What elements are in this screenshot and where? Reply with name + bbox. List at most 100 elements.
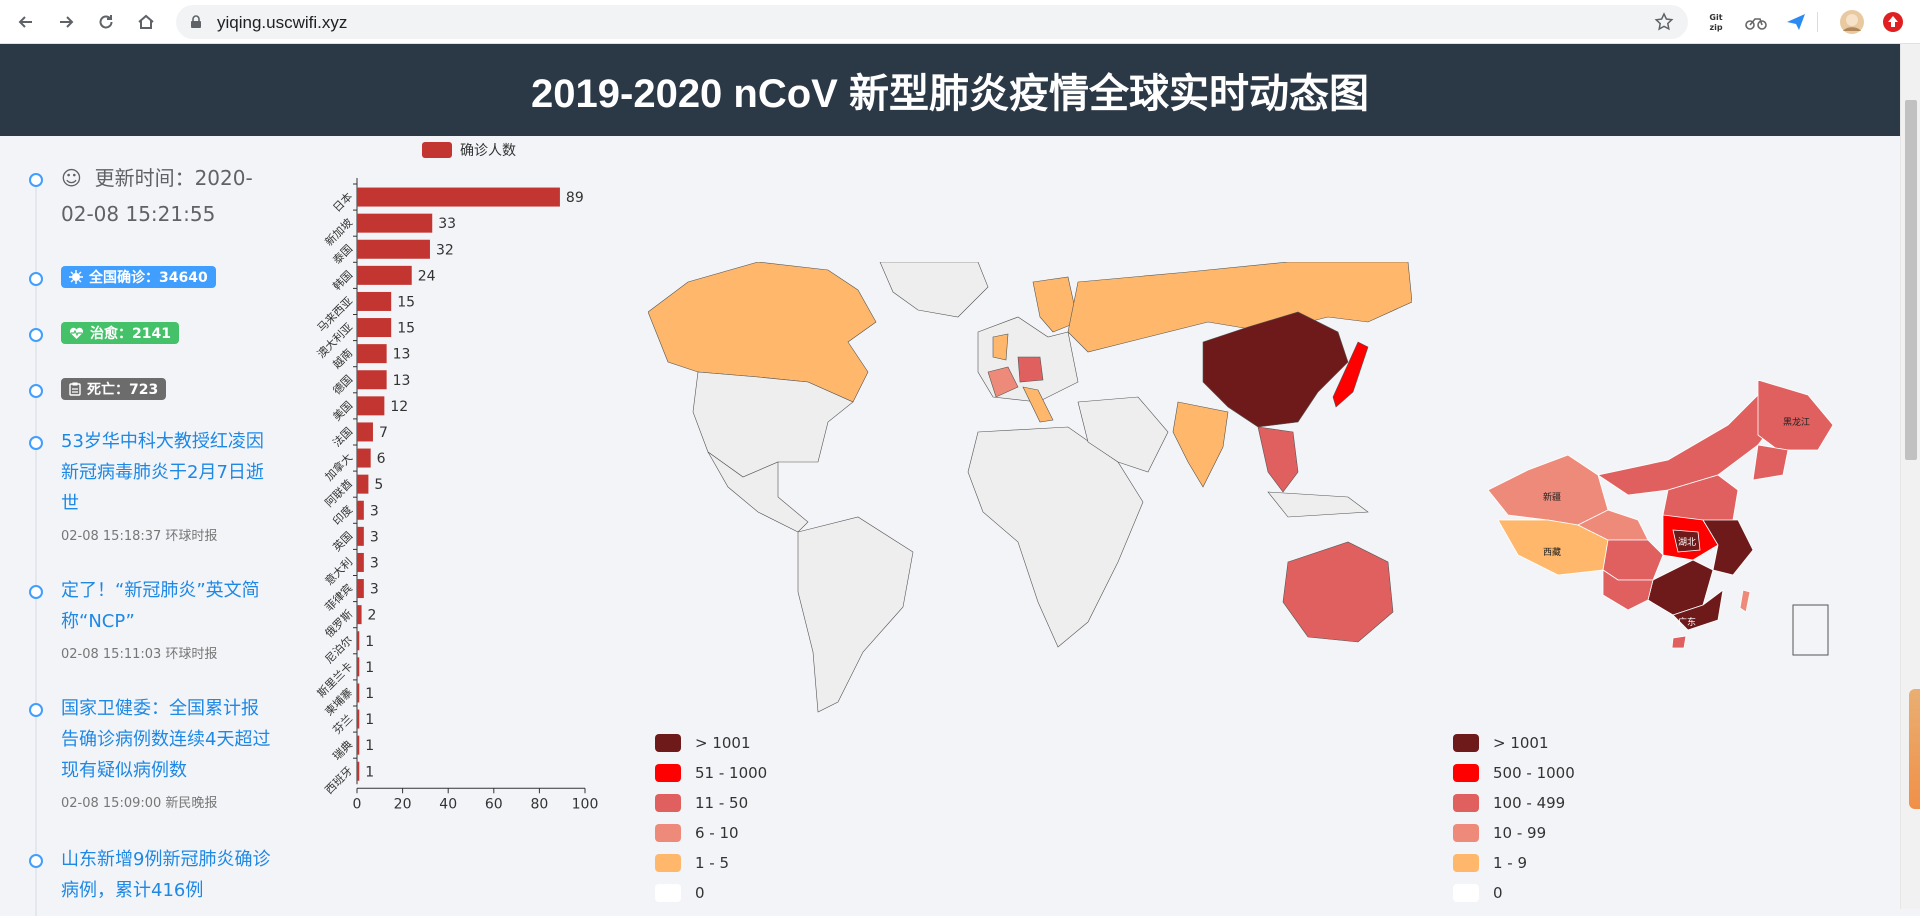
cured-badge: 治愈：2141: [61, 322, 179, 344]
legend-item[interactable]: 100 - 499: [1453, 788, 1575, 818]
map-region-south-america: [797, 516, 914, 713]
news-link[interactable]: 国家卫健委：全国累计报告确诊病例数连续4天超过现有疑似病例数: [61, 698, 271, 781]
legend-item[interactable]: 11 - 50: [655, 788, 767, 818]
bar[interactable]: [357, 448, 371, 468]
svg-text:Git: Git: [1709, 13, 1722, 22]
bar-value-label: 5: [374, 477, 383, 493]
x-tick-label: 60: [485, 796, 503, 812]
cured-count: 治愈：2141: [90, 326, 171, 342]
category-label: 新加坡: [322, 215, 355, 248]
home-button[interactable]: [132, 8, 160, 36]
legend-swatch: [1453, 824, 1479, 842]
category-label: 意大利: [322, 555, 355, 588]
world-map[interactable]: [648, 262, 1412, 717]
bookmark-star-icon[interactable]: [1654, 12, 1674, 32]
news-link[interactable]: 定了！“新冠肺炎”英文简称“NCP”: [61, 580, 260, 632]
legend-item[interactable]: > 1001: [655, 728, 767, 758]
legend-item[interactable]: 6 - 10: [655, 818, 767, 848]
bar[interactable]: [357, 344, 387, 364]
bar[interactable]: [357, 709, 360, 729]
legend-label[interactable]: 确诊人数: [460, 143, 516, 159]
bar[interactable]: [357, 213, 433, 233]
news-link[interactable]: 53岁华中科大教授红凌因新冠病毒肺炎于2月7日逝世: [61, 431, 264, 514]
bar-value-label: 3: [370, 503, 379, 519]
bar[interactable]: [357, 526, 364, 546]
bar[interactable]: [357, 291, 392, 311]
x-tick-label: 20: [394, 796, 412, 812]
bar[interactable]: [357, 761, 360, 781]
bike-icon[interactable]: [1742, 8, 1770, 36]
china-region-guangdong: [1672, 589, 1724, 631]
back-button[interactable]: [12, 8, 40, 36]
category-label: 美国: [330, 399, 355, 424]
bar[interactable]: [357, 265, 412, 285]
china-map-legend: > 1001 500 - 1000 100 - 499 10 - 99 1 - 9 0: [1453, 728, 1575, 908]
x-tick-label: 100: [572, 796, 599, 812]
map-region-russia: [1067, 262, 1412, 353]
legend-item[interactable]: 1 - 9: [1453, 848, 1575, 878]
side-widget-tab[interactable]: [1909, 689, 1920, 809]
news-item: 53岁华中科大教授红凌因新冠病毒肺炎于2月7日逝世 02-08 15:18:37…: [61, 426, 276, 544]
update-time: ☺ 更新时间：2020-02-08 15:21:55: [61, 160, 261, 232]
legend-swatch[interactable]: [422, 142, 452, 158]
china-label-heilongjiang: 黑龙江: [1783, 416, 1810, 428]
bar[interactable]: [357, 579, 364, 599]
category-label: 英国: [330, 529, 355, 554]
legend-label: > 1001: [695, 734, 751, 752]
adblock-icon[interactable]: [1879, 8, 1907, 36]
bar[interactable]: [357, 396, 385, 416]
x-tick-label: 80: [530, 796, 548, 812]
map-region-germany: [1017, 356, 1044, 383]
bar[interactable]: [357, 474, 369, 494]
legend-label: 100 - 499: [1493, 794, 1566, 812]
news-item: 定了！“新冠肺炎”英文简称“NCP” 02-08 15:11:03 环球时报: [61, 575, 276, 662]
bar[interactable]: [357, 605, 362, 625]
bar[interactable]: [357, 422, 373, 442]
bar[interactable]: [357, 683, 360, 703]
news-link[interactable]: 山东新增9例新冠肺炎确诊病例，累计416例: [61, 849, 271, 901]
legend-item[interactable]: 0: [655, 878, 767, 908]
legend-item[interactable]: > 1001: [1453, 728, 1575, 758]
legend-item[interactable]: 500 - 1000: [1453, 758, 1575, 788]
gitzip-icon[interactable]: Git zip: [1702, 8, 1730, 36]
china-label-xizang: 西藏: [1543, 546, 1561, 558]
legend-item[interactable]: 0: [1453, 878, 1575, 908]
timeline-node: [29, 436, 43, 450]
legend-item[interactable]: 51 - 1000: [655, 758, 767, 788]
legend-item[interactable]: 10 - 99: [1453, 818, 1575, 848]
address-bar[interactable]: yiqing.uscwifi.xyz: [176, 5, 1688, 39]
category-label: 尼泊尔: [323, 634, 356, 667]
bar-value-label: 1: [365, 686, 374, 702]
bar[interactable]: [357, 318, 392, 338]
page-scrollbar[interactable]: [1900, 44, 1920, 909]
forward-button[interactable]: [52, 8, 80, 36]
bar[interactable]: [357, 187, 560, 207]
reload-button[interactable]: [92, 8, 120, 36]
x-tick-label: 0: [353, 796, 362, 812]
legend-label: 0: [695, 884, 705, 902]
bar[interactable]: [357, 735, 360, 755]
back-arrow-icon: [18, 16, 32, 28]
bar[interactable]: [357, 657, 360, 677]
x-tick-label: 40: [439, 796, 457, 812]
legend-label: 10 - 99: [1493, 824, 1547, 842]
china-region-southwest: [1602, 569, 1654, 611]
china-map[interactable]: 新疆 西藏 黑龙江 湖北 广东: [1488, 380, 1848, 680]
china-label-guangdong: 广东: [1678, 616, 1696, 628]
map-region-uk: [992, 333, 1009, 361]
page-title: 2019-2020 nCoV 新型肺炎疫情全球实时动态图: [531, 72, 1369, 116]
bar[interactable]: [357, 552, 364, 572]
bar[interactable]: [357, 500, 364, 520]
bar[interactable]: [357, 631, 360, 651]
timeline-node: [29, 384, 43, 398]
bar[interactable]: [357, 370, 387, 390]
send-icon[interactable]: [1782, 8, 1810, 36]
page-header: 2019-2020 nCoV 新型肺炎疫情全球实时动态图: [0, 44, 1900, 136]
legend-swatch: [1453, 794, 1479, 812]
category-label: 韩国: [330, 268, 355, 293]
avatar[interactable]: [1838, 8, 1866, 36]
scrollbar-thumb[interactable]: [1905, 100, 1917, 460]
bar[interactable]: [357, 239, 430, 259]
legend-item[interactable]: 1 - 5: [655, 848, 767, 878]
